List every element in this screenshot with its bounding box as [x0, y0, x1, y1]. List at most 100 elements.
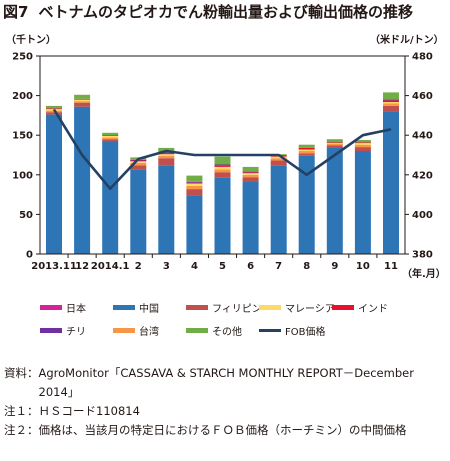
legend-swatch-0-3: [259, 305, 281, 310]
bar-segment-7-3: [242, 173, 259, 175]
bar-segment-0-1: [46, 112, 62, 115]
bar-segment-6-7: [214, 156, 231, 165]
bar-segment-8-2: [270, 158, 287, 161]
note-1-label: 注１：: [4, 404, 39, 418]
x-tick-label-12: 11: [384, 261, 398, 272]
bar-segment-7-5: [242, 171, 259, 173]
bar-segment-1-3: [74, 99, 91, 102]
legend-swatch-0-0: [40, 305, 62, 310]
legend-swatch-0-1: [113, 305, 135, 310]
bar-segment-5-5: [186, 181, 203, 183]
bar-segment-2-4: [102, 135, 119, 136]
left-tick-label-2: 100: [12, 170, 33, 181]
bar-segment-11-1: [354, 147, 371, 152]
left-tick-label-1: 50: [19, 210, 33, 221]
bar-segment-12-3: [383, 101, 399, 104]
bar-segment-9-2: [298, 151, 315, 154]
legend-label-1-3: FOB価格: [285, 327, 326, 338]
note-source-text: AgroMonitor「CASSAVA & STARCH MONTHLY REP…: [38, 366, 414, 399]
bar-segment-0-7: [46, 105, 62, 109]
legend-item-0-2: フィリピン: [186, 300, 262, 315]
bar-segment-7-1: [242, 177, 259, 182]
x-tick-label-3: 2: [135, 261, 142, 272]
x-tick-label-1: 12: [75, 261, 89, 272]
bar-segment-12-4: [383, 100, 399, 102]
bar-segment-4-2: [158, 155, 175, 159]
bar-segment-1-0: [74, 106, 91, 254]
legend-item-1-3: FOB価格: [259, 323, 325, 338]
left-tick-label-5: 250: [12, 52, 33, 63]
bar-segment-10-7: [326, 139, 343, 143]
bar-segment-5-7: [186, 175, 203, 182]
bar-segment-4-0: [158, 165, 175, 254]
axes-group: 0 50 100 150 200 250 380 400 420 440 460 480 2013.11…: [12, 52, 433, 273]
bar-segment-4-1: [158, 158, 175, 166]
bar-segment-6-5: [214, 164, 231, 166]
bar-segment-9-4: [298, 147, 315, 150]
legend-swatch-0-4: [332, 305, 354, 310]
bar-segment-3-1: [130, 165, 147, 170]
notes: 資料： AgroMonitor「CASSAVA & STARCH MONTHLY…: [4, 364, 446, 440]
x-tick-label-4: 3: [163, 261, 170, 272]
bar-segment-12-0: [383, 111, 399, 255]
left-tick-label-0: 0: [26, 250, 33, 261]
bar-segment-4-4: [158, 153, 175, 155]
note-2: 注２： 価格は、当該月の特定日におけるＦＯＢ価格（ホーチミン）の中間価格: [4, 421, 446, 440]
note-1: 注１： ＨＳコード110814: [4, 402, 446, 421]
bar-segment-2-2: [102, 137, 119, 140]
legend-label-0-2: フィリピン: [212, 304, 262, 315]
legend-item-0-0: 日本: [40, 300, 86, 315]
bar-segment-11-3: [354, 143, 371, 145]
bar-segment-4-3: [158, 154, 175, 156]
bar-segment-8-1: [270, 160, 287, 166]
right-tick-label-1: 400: [412, 210, 433, 221]
bar-segment-0-4: [46, 108, 62, 110]
legend-label-0-3: マレーシア: [285, 304, 335, 315]
x-tick-label-9: 8: [303, 261, 310, 272]
bar-segment-9-1: [298, 153, 315, 156]
bar-segment-2-1: [102, 139, 119, 142]
bar-segment-3-3: [130, 161, 147, 163]
bars-group: [46, 92, 399, 255]
figure-title: 図7 ベトナムのタピオカでん粉輸出量および輸出価格の推移: [0, 0, 450, 24]
right-tick-label-4: 460: [412, 91, 433, 102]
legend-swatch-1-2: [186, 328, 208, 333]
right-tick-label-2: 420: [412, 170, 433, 181]
bar-segment-7-7: [242, 166, 259, 172]
legend-label-0-0: 日本: [66, 304, 86, 315]
bar-segment-9-3: [298, 149, 315, 152]
legend-label-1-2: その他: [212, 327, 242, 338]
bar-segment-3-4: [130, 160, 147, 162]
note-source: 資料： AgroMonitor「CASSAVA & STARCH MONTHLY…: [4, 364, 446, 402]
bar-segment-2-0: [102, 141, 119, 254]
bar-segment-1-4: [74, 98, 91, 100]
legend-label-1-1: 台湾: [139, 327, 159, 338]
bar-segment-0-0: [46, 114, 62, 254]
bar-segment-9-0: [298, 155, 315, 254]
bar-segment-4-5: [158, 152, 175, 154]
legend-item-0-3: マレーシア: [259, 300, 335, 315]
bar-segment-7-4: [242, 172, 259, 174]
legend-label-0-4: インド: [358, 304, 388, 315]
bar-segment-7-2: [242, 174, 259, 178]
note-2-label: 注２：: [4, 423, 39, 437]
note-2-text: 価格は、当該月の特定日におけるＦＯＢ価格（ホーチミン）の中間価格: [38, 423, 407, 437]
legend-item-1-0: チリ: [40, 323, 86, 338]
x-tick-label-8: 7: [275, 261, 282, 272]
bar-segment-5-0: [186, 195, 203, 254]
plot-frame: [39, 55, 406, 255]
right-tick-label-5: 480: [412, 52, 433, 63]
bar-segment-11-2: [354, 144, 371, 148]
bar-segment-3-2: [130, 162, 147, 166]
note-1-text: ＨＳコード110814: [38, 404, 140, 418]
bar-segment-6-0: [214, 178, 231, 254]
bar-segment-10-1: [326, 145, 343, 148]
bar-segment-10-0: [326, 147, 343, 254]
right-tick-label-3: 440: [412, 131, 433, 142]
bar-segment-12-5: [383, 99, 399, 101]
x-tick-label-10: 9: [331, 261, 338, 272]
fob-price-line: [52, 108, 392, 190]
legend-item-0-1: 中国: [113, 300, 159, 315]
left-axis-unit: （千トン）: [6, 33, 56, 46]
x-tick-label-2: 2014.1: [91, 261, 130, 272]
